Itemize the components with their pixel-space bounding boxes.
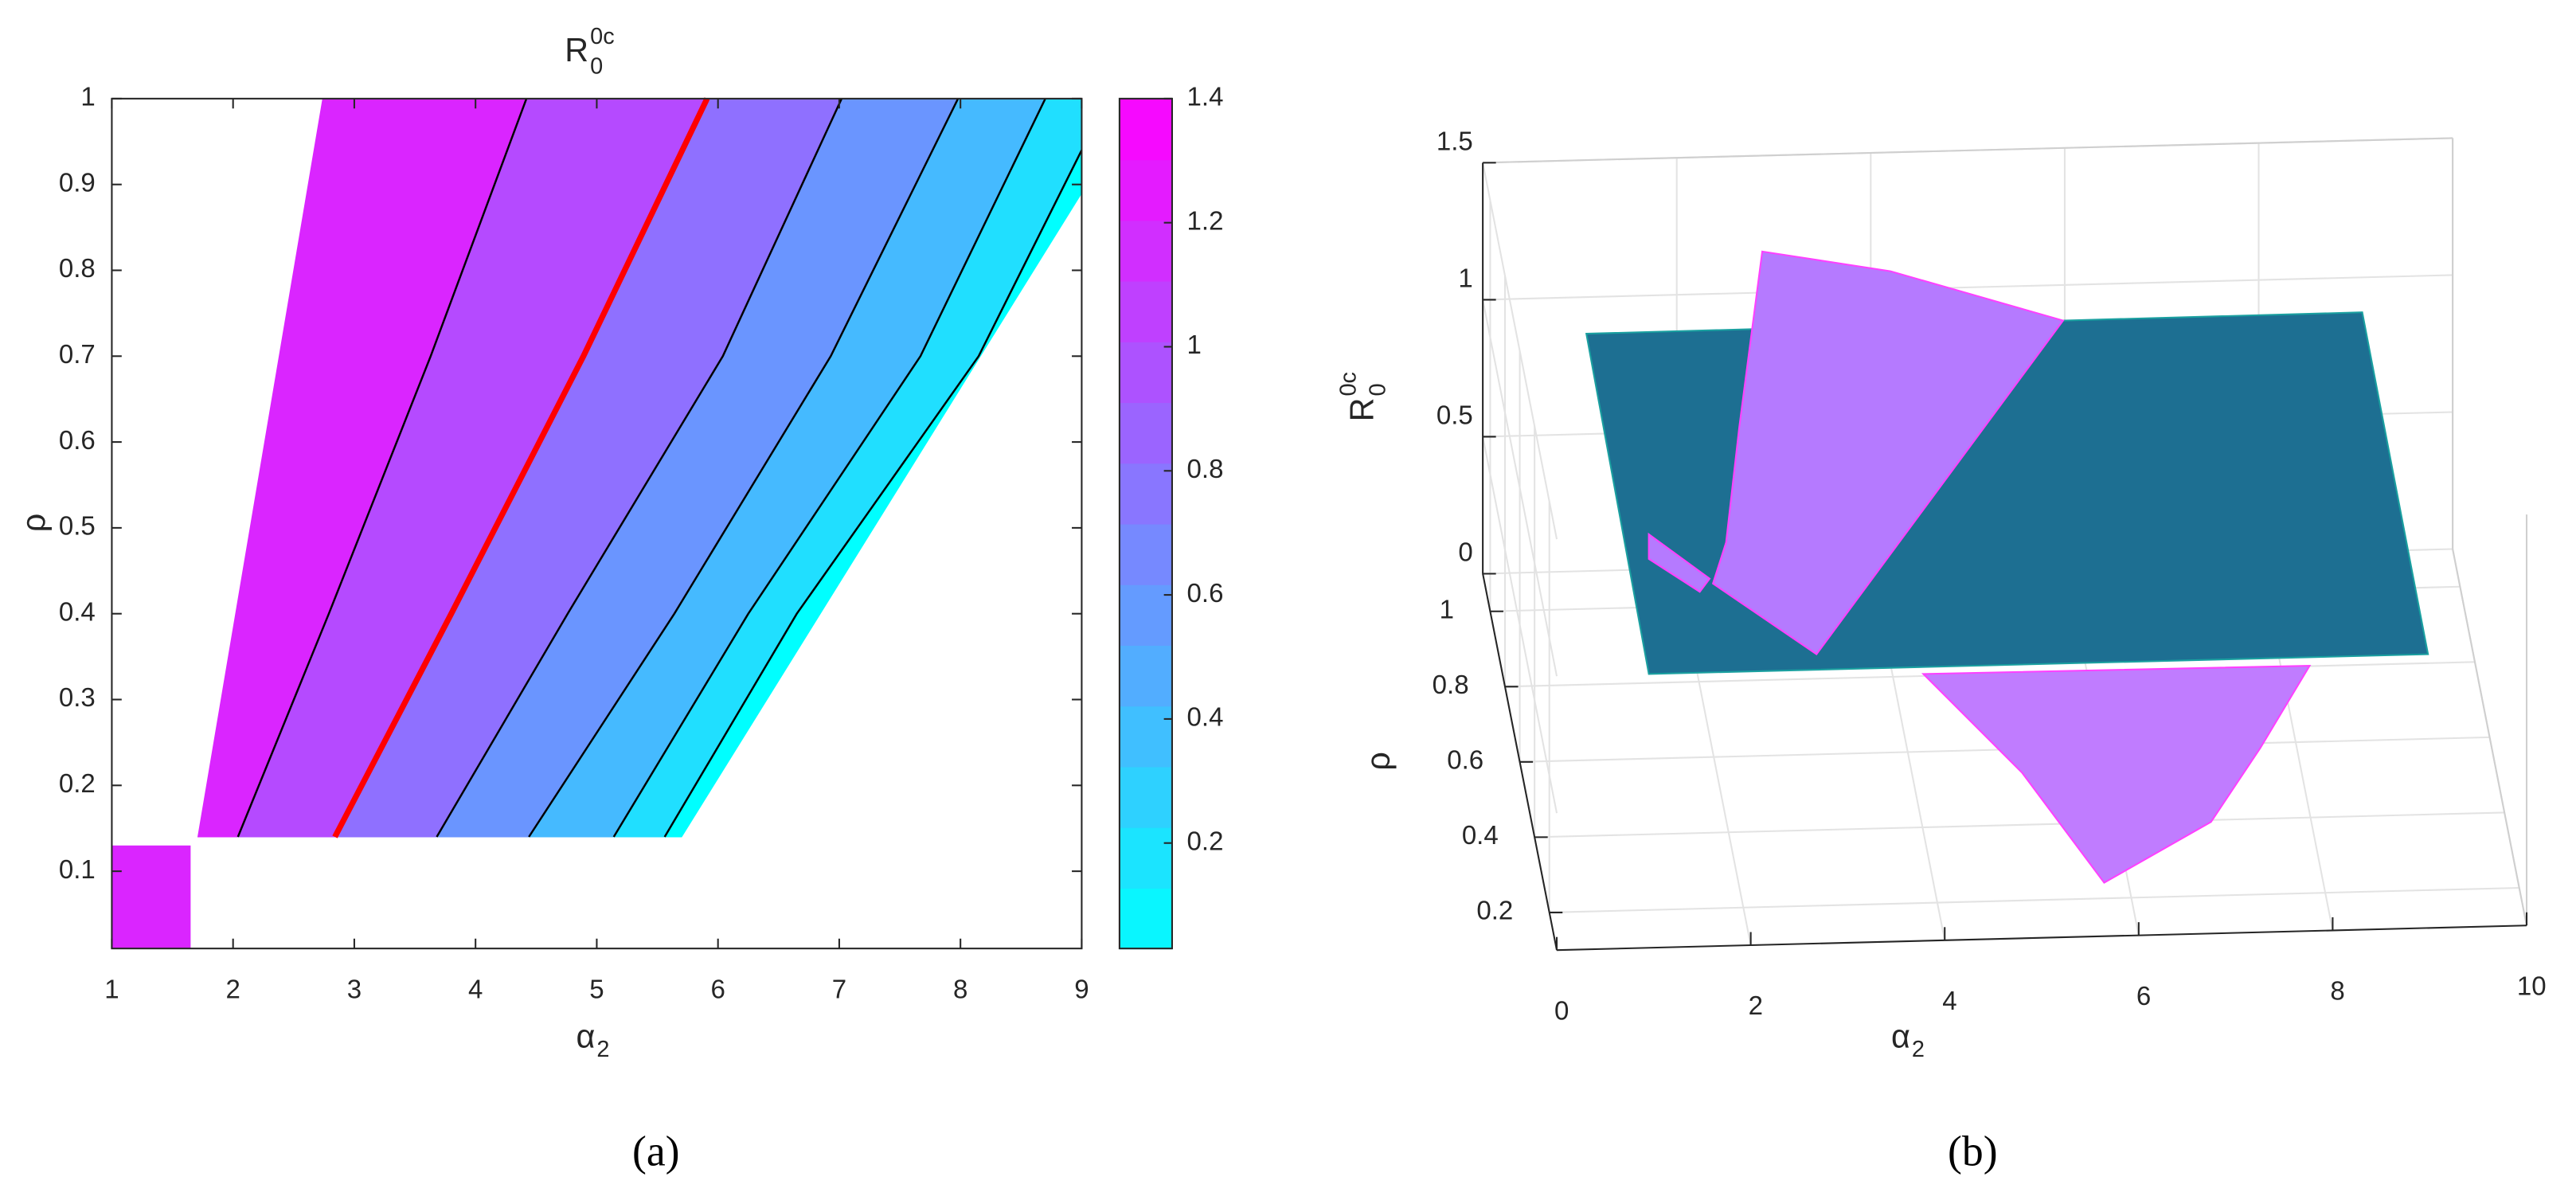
z-tick-label: 0	[1458, 537, 1472, 566]
x-label-sub: 2	[596, 1037, 609, 1062]
x-tick-label: 7	[832, 975, 846, 1004]
y-axis	[1482, 573, 1558, 951]
contour-region	[111, 845, 191, 949]
surface-upper	[1711, 250, 2065, 656]
y-tick-label: 0.4	[1462, 820, 1499, 850]
z-label-sub: 0	[1366, 383, 1391, 396]
y-tick-label: 1	[1440, 594, 1454, 623]
z-tick-label: 1.5	[1437, 126, 1473, 155]
colorbar-step	[1119, 706, 1172, 768]
x-tick-label: 4	[468, 975, 483, 1004]
grid-line	[1534, 811, 2505, 838]
title-sub: 0	[590, 53, 603, 79]
colorbar-tick-label: 1.4	[1187, 82, 1224, 111]
x-tick-label: 8	[2330, 976, 2344, 1006]
z-tick-label: 0.5	[1437, 400, 1473, 429]
colorbar-step	[1119, 463, 1172, 525]
colorbar-step	[1119, 766, 1172, 828]
contour-line	[612, 98, 1046, 838]
grid-line	[1482, 299, 1558, 677]
colorbar-step	[1119, 644, 1172, 707]
x-label: α	[1891, 1018, 1910, 1055]
colorbar-tick-label: 0.6	[1187, 578, 1224, 608]
title-sup: 0c	[590, 24, 615, 49]
z-label-sup: 0c	[1336, 372, 1362, 397]
y-tick-label: 0.9	[59, 167, 96, 197]
y-label: ρ	[15, 514, 52, 532]
colorbar-step	[1119, 98, 1172, 161]
x-label: α	[577, 1018, 596, 1055]
grid-line	[1482, 162, 1558, 540]
y-tick-label: 0.2	[59, 768, 96, 798]
grid-line	[1482, 436, 1558, 814]
y-tick-label: 0.6	[1447, 745, 1483, 775]
colorbar-step	[1119, 280, 1172, 342]
x-tick-label: 5	[589, 975, 604, 1004]
box-edge	[2452, 549, 2528, 926]
colorbar-step	[1119, 159, 1172, 221]
surface-patch	[1648, 532, 1711, 593]
contour-line	[528, 98, 960, 838]
contour-line	[663, 149, 1083, 838]
colorbar-step	[1119, 341, 1172, 404]
y-tick-label: 0.7	[59, 339, 96, 369]
title: R	[565, 32, 588, 68]
x-tick-label: 2	[1749, 991, 1763, 1020]
y-tick-label: 0.3	[59, 682, 96, 712]
colorbar-tick-label: 1	[1187, 330, 1202, 359]
grid-line	[1483, 274, 2453, 301]
x-tick-label: 2	[225, 975, 240, 1004]
x-tick-label: 10	[2517, 971, 2547, 1000]
y-tick-label: 1	[80, 82, 95, 111]
colorbar-tick-label: 1.2	[1187, 205, 1224, 235]
x-tick-label: 4	[1942, 986, 1956, 1015]
grid-line	[1549, 886, 2519, 913]
x-tick-label: 6	[710, 975, 725, 1004]
contour-line	[332, 97, 710, 838]
x-label-sub: 2	[1912, 1037, 1925, 1062]
colorbar-frame	[1118, 97, 1173, 950]
x-tick-label: 6	[2136, 981, 2151, 1010]
contour-line	[236, 98, 528, 838]
x-tick-label: 1	[104, 975, 119, 1004]
colorbar-step	[1119, 584, 1172, 647]
y-tick-label: 0.5	[59, 511, 96, 541]
x-tick-label: 3	[347, 975, 362, 1004]
y-tick-label: 0.6	[59, 425, 96, 455]
contour-line	[436, 98, 843, 838]
colorbar-tick-label: 0.4	[1187, 702, 1224, 732]
colorbar-step	[1119, 523, 1172, 585]
colorbar-tick-label: 0.8	[1187, 454, 1224, 483]
x-tick-label: 8	[953, 975, 967, 1004]
surface-lower	[1921, 665, 2312, 884]
colorbar-tick-label: 0.2	[1187, 826, 1224, 855]
colorbar-step	[1119, 220, 1172, 282]
x-tick-label: 0	[1554, 995, 1569, 1025]
caption: (b)	[1948, 1128, 1998, 1175]
y-tick-label: 0.8	[59, 253, 96, 283]
colorbar-step	[1119, 827, 1172, 889]
panel-a: 1 2 3 4 5 6 7 8 9 0.1 0.2 0.3 0.4 0.5 0.6 0.7 0.8 0.9 1 0.2…	[59, 82, 1224, 1004]
box-edge	[1483, 137, 2453, 164]
y-tick-label: 0.8	[1433, 670, 1469, 699]
z-label: R 0c 0	[1336, 372, 1391, 421]
colorbar-step	[1119, 402, 1172, 464]
y-label: ρ	[1360, 752, 1397, 770]
y-tick-label: 0.1	[59, 854, 96, 884]
y-tick-label: 0.2	[1476, 896, 1513, 925]
x-tick-label: 9	[1074, 975, 1089, 1004]
x-axis	[1557, 924, 2527, 952]
z-label-base: R	[1343, 398, 1380, 422]
y-tick-label: 0.4	[59, 596, 96, 626]
colorbar-step	[1119, 887, 1172, 950]
z-tick-label: 1	[1458, 263, 1472, 292]
caption: (a)	[632, 1128, 680, 1175]
